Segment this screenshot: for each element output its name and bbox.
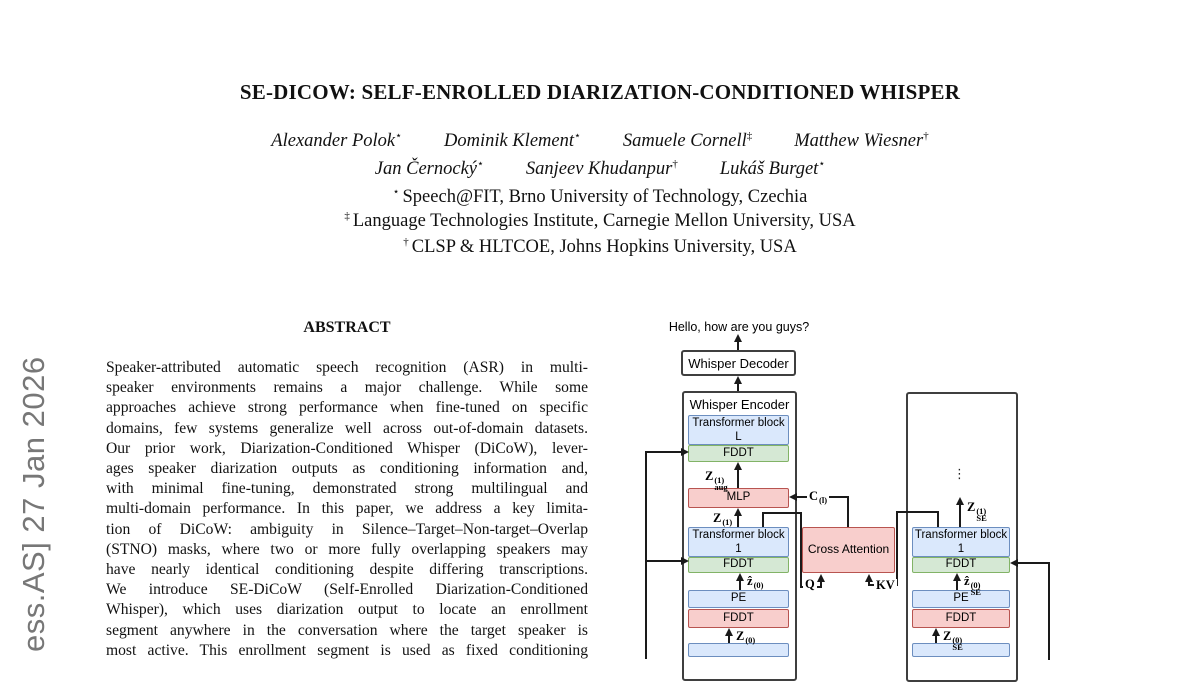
stno-cond-branch-L (645, 451, 681, 453)
arrowhead-z-se1 (955, 497, 964, 505)
abstract-line: speaker environments remains a major cha… (106, 379, 588, 397)
affiliation-3: † CLSP & HLTCOE, Johns Hopkins University… (403, 236, 797, 258)
abstract-line: multi-domain performance. In this paper,… (106, 500, 588, 518)
arrow-z0 (728, 633, 730, 643)
whisper-decoder-label: Whisper Decoder (688, 356, 789, 371)
stno-cond-line-left (645, 451, 647, 659)
mlp-box: MLP (688, 488, 789, 508)
author-name: Jan Černocký⋆ (374, 158, 484, 180)
abstract-line: We introduce SE-DiCoW (Self-Enrolled Dia… (106, 581, 588, 599)
label-z-se0: Z (0) SE (943, 629, 963, 652)
abstract-line: with minimal fine-tuning, demonstrated s… (106, 480, 588, 498)
whisper-encoder-label: Whisper Encoder (689, 397, 790, 412)
abstract-line: Our prior work, Diarization-Conditioned … (106, 439, 588, 457)
fddt-input-box: FDDT (688, 609, 789, 628)
abstract-line: Whisper), which uses diarization output … (106, 601, 588, 619)
fddt-block-L: FDDT (688, 445, 789, 462)
whisper-decoder-box: Whisper Decoder (681, 350, 796, 376)
kv-line-stub (937, 511, 939, 527)
context-arrowhead (789, 492, 797, 501)
partial-block-bottom-left (688, 643, 789, 657)
author-name: Lukáš Burget⋆ (719, 158, 826, 180)
arrowhead-z-aug (733, 462, 742, 470)
abstract-text: Speaker-attributed automatic speech reco… (106, 358, 588, 661)
kv-line-top (896, 511, 939, 513)
label-z1: Z (1) (713, 511, 733, 527)
stno-cond-branch-1 (645, 560, 681, 562)
decoder-output-text: Hello, how are you guys? (668, 320, 810, 334)
arrowhead-encoder-to-decoder (733, 376, 742, 384)
q-line-stub (762, 512, 764, 527)
arrow-z-hat-se0 (956, 578, 958, 590)
author-name: Matthew Wiesner† (794, 130, 929, 152)
arrow-z1 (737, 514, 739, 527)
se-fddt-input-box: FDDT (912, 609, 1010, 628)
transformer-block-L: Transformer block L (688, 415, 789, 445)
arrow-decoder-output (737, 339, 739, 350)
abstract-heading: ABSTRACT (303, 319, 391, 336)
abstract-line: domains, few systems generalize well acr… (106, 419, 588, 437)
author-name: Dominik Klement⋆ (444, 130, 581, 152)
abstract-line: segment anywhere in the conversation whe… (106, 621, 588, 639)
arrowhead-z1 (733, 508, 742, 516)
transformer-block-1: Transformer block 1 (688, 527, 789, 557)
stno-cond-arrowhead-se (1010, 558, 1018, 567)
q-arrow-stub (820, 580, 822, 588)
abstract-line: approaches achieve strong performance wh… (106, 399, 588, 417)
cross-attention-box: Cross Attention (802, 527, 895, 573)
vertical-ellipsis: ⋮ (953, 467, 966, 482)
abstract-line: most active. This enrollment segment is … (106, 641, 588, 659)
affiliation-1: ⋆ Speech@FIT, Brno University of Technolo… (392, 186, 808, 208)
author-line-1: Alexander Polok⋆ Dominik Klement⋆ Samuele … (0, 129, 1200, 152)
se-fddt-block-1: FDDT (912, 557, 1010, 573)
q-arrowhead (816, 574, 825, 582)
arrow-z-se0 (935, 633, 937, 643)
arrow-z-se1 (959, 503, 961, 527)
stno-cond-arrowhead-1 (681, 556, 689, 565)
abstract-line: (STNO) masks, where two or more fully ov… (106, 540, 588, 558)
arrow-z-aug (737, 468, 739, 488)
label-z-se1: Z (1) SE (967, 500, 987, 523)
kv-line-down (896, 511, 898, 586)
label-c-l: C (l) (807, 489, 830, 505)
label-kv: KV (874, 578, 897, 592)
abstract-line: tion of DiCoW: ambiguity in Silence–Targ… (106, 520, 588, 538)
paper-title: SE-DICOW: SELF-ENROLLED DIARIZATION-COND… (239, 80, 961, 104)
pe-box: PE (688, 590, 789, 608)
author-line-2: Jan Černocký⋆ Sanjeev Khudanpur† Lukáš Bur… (0, 157, 1200, 180)
kv-arrowhead (864, 574, 873, 582)
abstract-line: have nearly identical conditioning despi… (106, 561, 588, 579)
author-name: Samuele Cornell‡ (622, 130, 753, 152)
context-line-v (847, 496, 849, 527)
arrowhead-decoder-output (733, 334, 742, 342)
arrowhead-z0 (724, 628, 733, 636)
arxiv-banner: ess.AS] 27 Jan 2026 (16, 356, 51, 652)
stno-cond-line-right (1048, 562, 1050, 660)
arrowhead-z-se0 (931, 628, 940, 636)
label-q: Q (803, 577, 817, 591)
arrowhead-z-hat0 (735, 573, 744, 581)
se-transformer-block-1: Transformer block 1 (912, 527, 1010, 557)
label-z0: Z (0) (736, 629, 756, 645)
kv-arrow-stub (868, 580, 870, 586)
arrowhead-z-hat-se0 (952, 573, 961, 581)
se-pe-box: PE (912, 590, 1010, 608)
abstract-line: Speaker-attributed automatic speech reco… (106, 359, 588, 376)
abstract-line: ages speaker diarization outputs as cond… (106, 460, 588, 478)
q-line-top (762, 512, 802, 514)
stno-cond-branch-se (1018, 562, 1050, 564)
label-z-hat-se0: ẑ (0) SE (964, 574, 981, 597)
affiliation-2: ‡ Language Technologies Institute, Carneg… (344, 210, 856, 232)
author-name: Alexander Polok⋆ (271, 130, 402, 152)
author-name: Sanjeev Khudanpur† (525, 158, 678, 180)
label-z-aug-1: Z (1) aug (705, 469, 728, 492)
stno-cond-arrowhead-L (681, 447, 689, 456)
q-line-down (800, 512, 802, 588)
arrow-z-hat0 (739, 578, 741, 590)
label-z-hat0: ẑ (0) (747, 574, 764, 590)
arrow-encoder-to-decoder (737, 381, 739, 391)
fddt-block-1: FDDT (688, 557, 789, 573)
